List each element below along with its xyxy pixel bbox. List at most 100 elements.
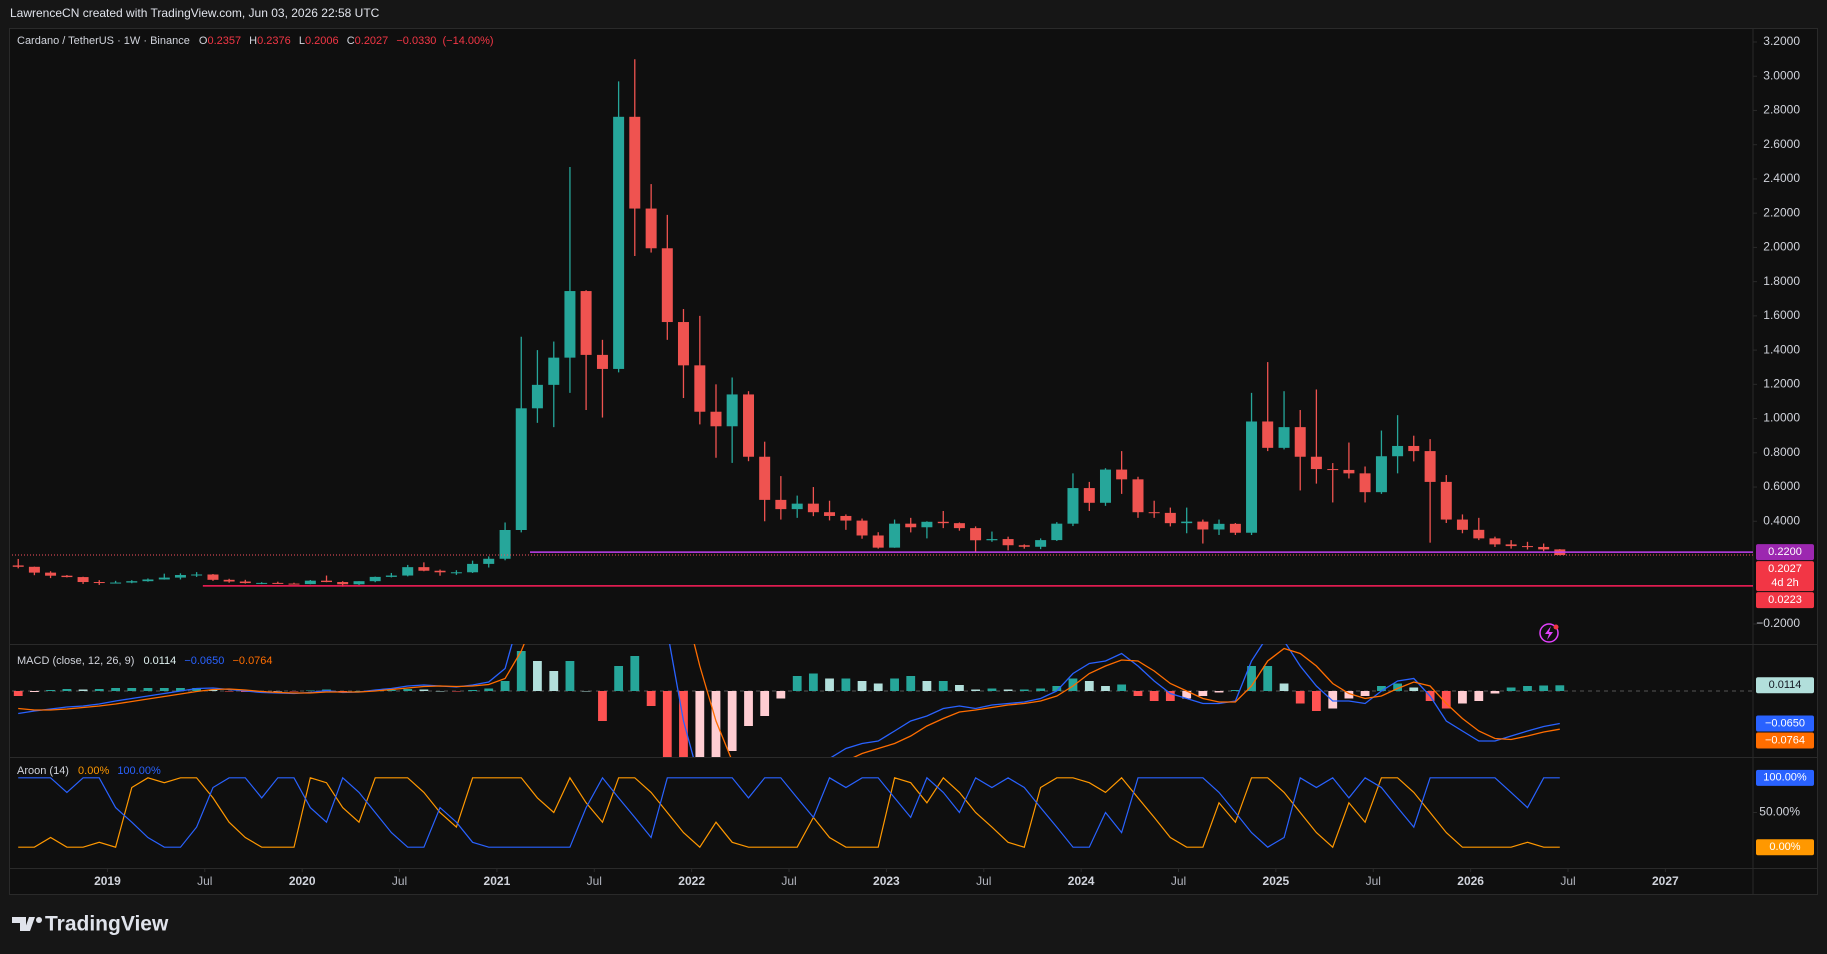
x-tick-label: Jul	[1171, 874, 1186, 888]
x-tick-label: 2025	[1263, 874, 1290, 888]
header-caption: LawrenceCN created with TradingView.com,…	[10, 6, 380, 20]
aroon-legend: Aroon (14) 0.00% 100.00%	[17, 765, 161, 777]
y-tick-label: 2.4000	[1763, 171, 1800, 185]
price-tag-label: 100.00%	[1763, 772, 1807, 784]
candle-body	[93, 582, 105, 584]
x-tick-label: 2024	[1068, 874, 1095, 888]
ohlc-key: C	[347, 35, 355, 47]
macd-histogram-bar	[289, 691, 299, 692]
x-tick-label: Jul	[197, 874, 212, 888]
candle-body	[1343, 469, 1355, 474]
aroon-down-value: 100.00%	[117, 765, 161, 777]
tradingview-logo[interactable]: TradingView	[12, 913, 169, 936]
candle-body	[872, 535, 884, 548]
macd-histogram-bar	[598, 691, 607, 721]
candle-body	[970, 528, 982, 541]
macd-histogram-bar	[533, 661, 542, 691]
macd-histogram-bar	[452, 691, 461, 692]
candle-body	[1213, 523, 1225, 530]
y-tick-label: −0.2000	[1756, 616, 1800, 630]
price-tag	[1756, 732, 1814, 749]
candle-body	[1229, 523, 1241, 533]
macd-histogram-bar	[1149, 691, 1159, 701]
macd-histogram-bar	[808, 673, 818, 691]
candle-body	[61, 575, 73, 578]
aroon-up-value: 0.00%	[78, 765, 109, 777]
macd-histogram-bar	[1409, 687, 1419, 691]
macd-histogram-bar	[419, 689, 429, 691]
candle-body	[1099, 469, 1111, 503]
change: −0.0330	[396, 35, 436, 47]
candle-body	[1067, 488, 1079, 524]
price-tag-label: 0.2200	[1768, 546, 1802, 558]
candle-body	[1246, 421, 1258, 533]
macd-histogram-bar	[1328, 691, 1338, 709]
candle-body	[1197, 521, 1209, 530]
candle-body	[1424, 451, 1436, 482]
macd-histogram-bar	[1523, 686, 1532, 691]
y-tick-label: 1.4000	[1763, 342, 1800, 356]
candle-body	[694, 365, 706, 412]
candle-body	[889, 523, 901, 548]
price-tag	[1756, 677, 1814, 694]
macd-histogram-bar	[695, 691, 705, 757]
countdown: 4d 2h	[1771, 577, 1799, 589]
x-tick-label: Jul	[392, 874, 407, 888]
macd-histogram-bar	[1182, 691, 1192, 699]
candle-body	[1164, 512, 1176, 524]
macd-histogram-bar	[711, 691, 721, 757]
macd-histogram-bar	[1441, 691, 1451, 709]
macd-histogram-bar	[1133, 691, 1143, 696]
candle-body	[791, 503, 803, 510]
candle-body	[564, 291, 576, 358]
y-tick-label: 2.0000	[1763, 240, 1800, 254]
alert-icon[interactable]	[1539, 623, 1559, 643]
candle-body	[1375, 456, 1387, 493]
macd-line-value: −0.0650	[184, 655, 224, 667]
macd-histogram-bar	[679, 691, 688, 757]
macd-histogram-bar	[273, 691, 283, 692]
candle-body	[223, 579, 235, 582]
macd-histogram-bar	[727, 691, 737, 751]
macd-histogram-bar	[13, 691, 23, 696]
y-tick-label: 1.2000	[1763, 377, 1800, 391]
brand[interactable]: TradingView	[45, 913, 169, 936]
macd-histogram-bar	[630, 656, 640, 691]
candle-body	[1521, 546, 1533, 548]
macd-histogram-bar	[29, 691, 39, 692]
x-tick-label: 2021	[484, 874, 511, 888]
macd-histogram-bar	[955, 685, 964, 691]
candle-body	[807, 503, 819, 513]
x-tick-label: 2026	[1457, 874, 1484, 888]
macd-histogram-bar	[338, 691, 348, 692]
price-tag-label: 0.00%	[1769, 841, 1800, 853]
candle-body	[1456, 519, 1468, 530]
candle-body	[450, 572, 462, 574]
macd-histogram-bar	[1458, 691, 1467, 704]
candle-body	[1327, 469, 1339, 471]
candle-body	[1310, 456, 1322, 470]
candle-body	[726, 394, 738, 427]
macd-pane	[12, 644, 1753, 757]
candle-body	[937, 521, 949, 524]
macd-histogram-bar	[1490, 691, 1500, 694]
macd-histogram-bar	[646, 691, 656, 706]
candle-body	[418, 567, 430, 571]
x-tick-label: Jul	[1366, 874, 1381, 888]
candle-body	[321, 580, 333, 583]
macd-histogram-bar	[208, 689, 218, 691]
x-tick-label: Jul	[1560, 874, 1575, 888]
price-tag	[1756, 561, 1814, 592]
candle-body	[353, 581, 365, 585]
macd-histogram-bar	[841, 678, 851, 691]
aroon-title: Aroon (14)	[17, 765, 69, 777]
macd-histogram-bar	[1377, 686, 1386, 691]
y-tick-label: 2.8000	[1763, 103, 1800, 117]
price-tag	[1756, 544, 1814, 561]
macd-histogram-bar	[1539, 685, 1549, 691]
candle-body	[1440, 481, 1452, 520]
macd-histogram-bar	[435, 691, 445, 692]
ohlc-key: L	[299, 35, 305, 47]
macd-histogram-bar	[305, 690, 315, 691]
